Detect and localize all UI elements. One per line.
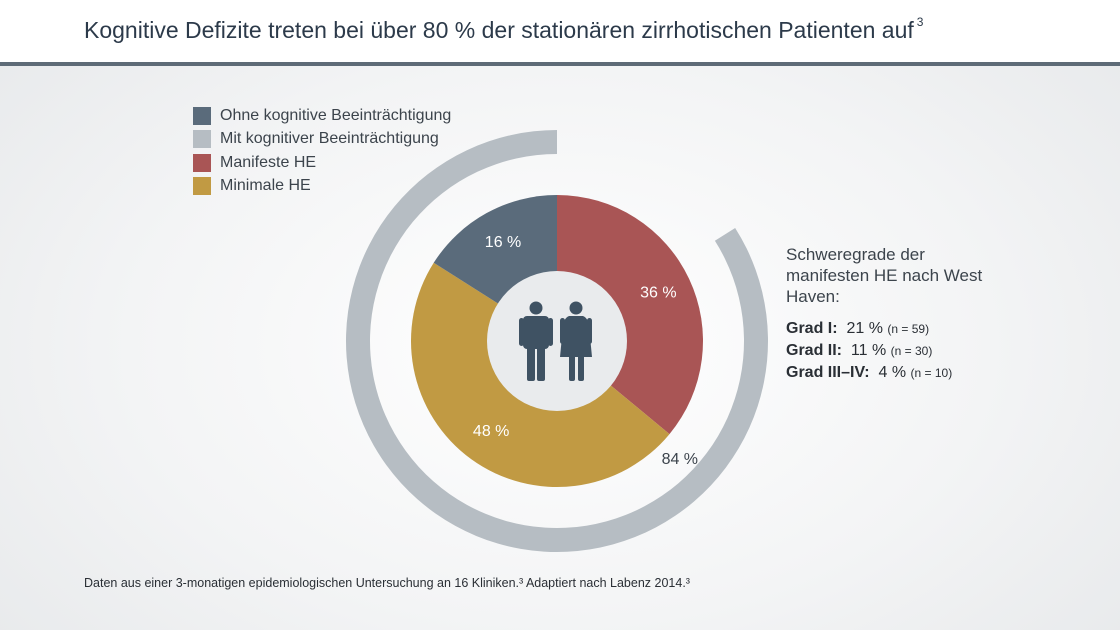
severity-panel: Schweregrade der manifesten HE nach West…	[786, 244, 986, 384]
slice-manifeste-he	[557, 195, 703, 435]
legend-item-minimale: Minimale HE	[193, 175, 451, 199]
title-superscript: 3	[916, 15, 924, 30]
slice-label: 16 %	[485, 234, 521, 251]
severity-grade: Grad II:	[786, 342, 843, 359]
legend-label: Minimale HE	[220, 177, 311, 195]
legend-swatch	[193, 153, 211, 172]
center-hole	[487, 271, 627, 411]
legend-label: Mit kognitiver Beeinträchtigung	[220, 130, 439, 148]
slice-labels: 36 % 48 % 16 % 84 %	[473, 234, 698, 468]
severity-row: Grad II: 11 % (n = 30)	[786, 340, 986, 362]
severity-row: Grad III–IV: 4 % (n = 10)	[786, 362, 986, 384]
severity-n: (n = 59)	[887, 322, 930, 336]
legend-item-manifeste: Manifeste HE	[193, 151, 451, 175]
page-title: Kognitive Defizite treten bei über 80 % …	[84, 15, 924, 44]
people-icon	[519, 301, 592, 381]
slice-label: 36 %	[640, 285, 676, 302]
legend-label: Manifeste HE	[220, 153, 317, 171]
title-bar: Kognitive Defizite treten bei über 80 % …	[0, 0, 1120, 66]
title-text: Kognitive Defizite treten bei über 80 % …	[84, 17, 914, 43]
legend-swatch	[193, 177, 211, 196]
slice-label: 48 %	[473, 423, 509, 440]
footnote: Daten aus einer 3-monatigen epidemiologi…	[84, 576, 690, 590]
severity-grade: Grad III–IV:	[786, 364, 870, 381]
outer-arc-label: 84 %	[662, 451, 698, 468]
severity-n: (n = 30)	[890, 344, 933, 358]
legend-label: Ohne kognitive Beeinträchtigung	[220, 106, 452, 124]
severity-heading: Schweregrade der manifesten HE nach West…	[786, 245, 983, 306]
legend: Ohne kognitive Beeinträchtigung Mit kogn…	[193, 104, 451, 198]
severity-value: 21 %	[846, 320, 883, 337]
severity-value: 4 %	[878, 364, 907, 381]
severity-value: 11 %	[850, 342, 887, 359]
legend-swatch	[193, 130, 211, 149]
severity-grade: Grad I:	[786, 320, 838, 337]
legend-swatch	[193, 106, 211, 125]
severity-list: Grad I: 21 % (n = 59) Grad II: 11 % (n =…	[786, 318, 986, 384]
severity-n: (n = 10)	[910, 366, 953, 380]
severity-row: Grad I: 21 % (n = 59)	[786, 318, 986, 340]
legend-item-mit: Mit kognitiver Beeinträchtigung	[193, 128, 451, 152]
legend-item-ohne: Ohne kognitive Beeinträchtigung	[193, 104, 451, 128]
